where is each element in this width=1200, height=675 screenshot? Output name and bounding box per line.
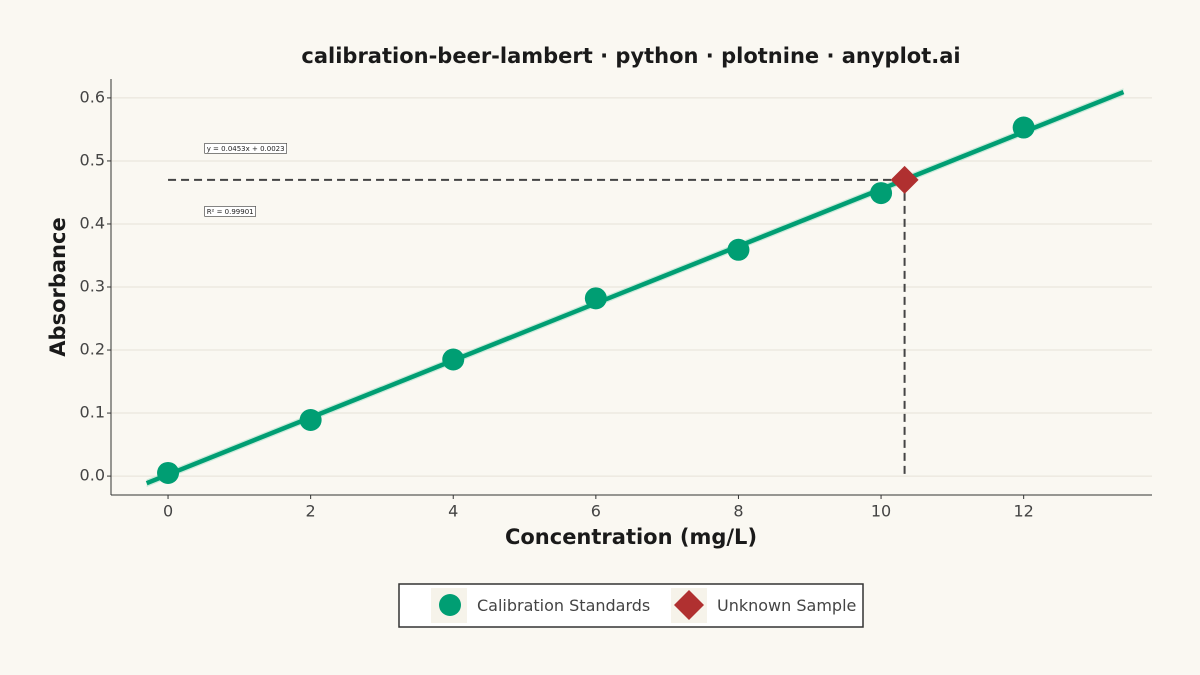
unknown-sample-point	[890, 165, 919, 194]
r-squared-label: R² = 0.99901	[207, 208, 254, 216]
calibration-point-5	[870, 182, 893, 205]
calibration-point-0	[157, 461, 180, 484]
x-tick-label-0: 0	[163, 502, 173, 521]
grid-lines	[111, 97, 1152, 477]
guide-lines	[168, 178, 906, 477]
legend: Calibration Standards Unknown Sample	[398, 583, 864, 628]
y-tick-label-2: 0.2	[80, 340, 105, 359]
fit-annotations: y = 0.0453x + 0.0023 R² = 0.99901	[204, 143, 287, 217]
calibration-point-4	[727, 238, 750, 261]
legend-key-unknown	[674, 590, 704, 620]
x-tick-label-4: 8	[733, 502, 743, 521]
legend-label-calibration: Calibration Standards	[477, 596, 650, 615]
calibration-point-1	[299, 408, 322, 431]
regression-line	[145, 89, 1125, 486]
x-tick-label-2: 4	[448, 502, 458, 521]
legend-box	[398, 583, 864, 628]
calibration-point-6	[1012, 116, 1035, 139]
data-points	[157, 116, 1035, 484]
calibration-point-2	[442, 348, 465, 371]
y-tick-label-3: 0.3	[80, 277, 105, 296]
y-axis-title: Absorbance	[46, 217, 70, 356]
y-tick-label-6: 0.6	[80, 87, 105, 106]
equation-label: y = 0.0453x + 0.0023	[207, 145, 285, 153]
chart-title: calibration-beer-lambert · python · plot…	[301, 44, 960, 68]
y-ticks: 0.0 0.1 0.2 0.3 0.4 0.5 0.6	[80, 87, 111, 485]
fit-line-group	[145, 88, 1125, 487]
r-squared-box	[204, 206, 256, 217]
equation-box	[204, 143, 287, 154]
x-tick-label-3: 6	[591, 502, 601, 521]
y-tick-label-4: 0.4	[80, 213, 105, 232]
x-tick-label-5: 10	[871, 502, 891, 521]
y-tick-label-5: 0.5	[80, 150, 105, 169]
legend-label-unknown: Unknown Sample	[717, 596, 856, 615]
x-tick-label-1: 2	[306, 502, 316, 521]
x-ticks: 0 2 4 6 8 10 12	[163, 495, 1034, 521]
x-tick-label-6: 12	[1013, 502, 1033, 521]
y-tick-label-0: 0.0	[80, 466, 105, 485]
y-tick-label-1: 0.1	[80, 403, 105, 422]
x-axis-title: Concentration (mg/L)	[505, 525, 757, 549]
legend-key-calibration	[439, 594, 461, 616]
calibration-point-3	[584, 287, 607, 310]
